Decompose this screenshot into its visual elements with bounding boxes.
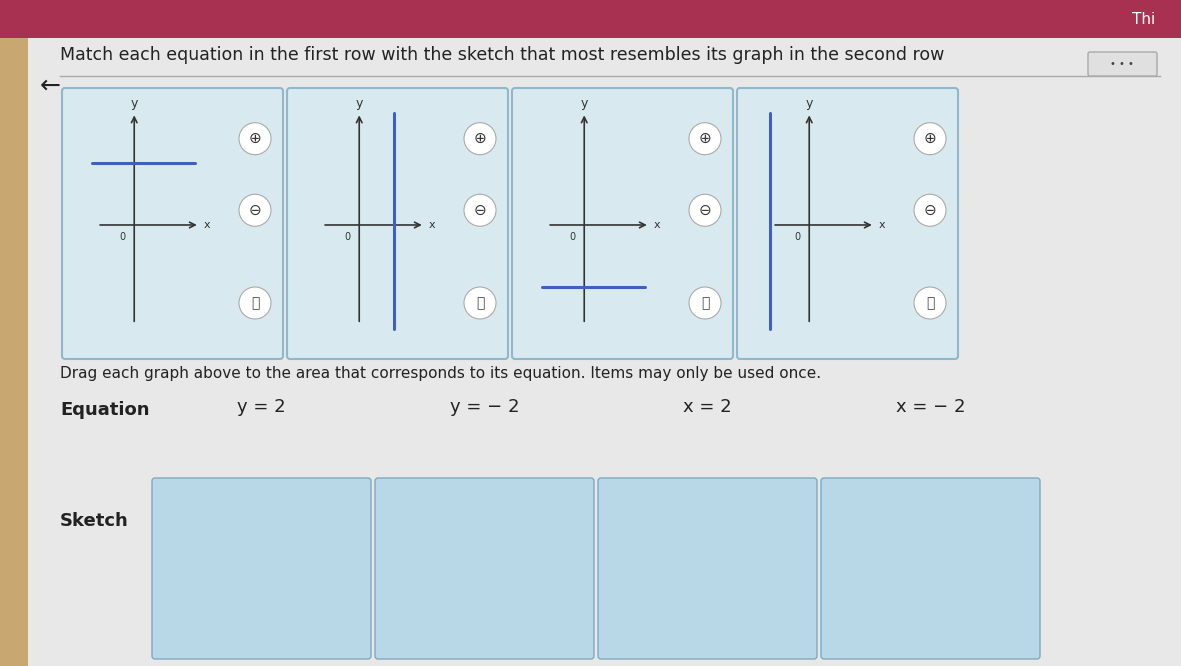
FancyBboxPatch shape [737,88,958,359]
FancyBboxPatch shape [287,88,508,359]
Circle shape [239,194,270,226]
FancyBboxPatch shape [1088,52,1157,76]
Circle shape [689,194,720,226]
Text: Sketch: Sketch [60,512,129,530]
Text: ←: ← [40,74,61,98]
Text: x: x [654,220,660,230]
Text: y = − 2: y = − 2 [450,398,520,416]
Text: ⧉: ⧉ [250,296,259,310]
Text: 0: 0 [344,232,351,242]
Text: x: x [203,220,210,230]
Text: y: y [131,97,138,109]
Circle shape [914,194,946,226]
Text: x = − 2: x = − 2 [895,398,965,416]
Circle shape [689,123,720,155]
FancyBboxPatch shape [376,478,594,659]
Text: ⊕: ⊕ [249,131,261,147]
Text: 0: 0 [119,232,125,242]
Text: ⊕: ⊕ [699,131,711,147]
Text: y: y [805,97,813,109]
Text: ⊖: ⊖ [474,202,487,218]
Text: Drag each graph above to the area that corresponds to its equation. Items may on: Drag each graph above to the area that c… [60,366,821,381]
Text: ⧉: ⧉ [700,296,709,310]
Text: ⊕: ⊕ [924,131,937,147]
Circle shape [239,287,270,319]
Text: y: y [581,97,588,109]
Circle shape [464,123,496,155]
Text: x: x [879,220,886,230]
FancyBboxPatch shape [152,478,371,659]
Text: Thi: Thi [1131,11,1155,27]
Text: y: y [355,97,363,109]
Text: • • •: • • • [1110,59,1134,69]
FancyBboxPatch shape [61,88,283,359]
Circle shape [914,287,946,319]
Text: x = 2: x = 2 [683,398,732,416]
Text: Match each equation in the first row with the sketch that most resembles its gra: Match each equation in the first row wit… [60,46,945,64]
FancyBboxPatch shape [513,88,733,359]
Circle shape [914,123,946,155]
Text: ⊖: ⊖ [924,202,937,218]
Bar [0,0,1181,38]
Circle shape [464,194,496,226]
Text: 0: 0 [794,232,801,242]
Text: x: x [429,220,436,230]
Circle shape [464,287,496,319]
Text: ⊕: ⊕ [474,131,487,147]
Text: ⧉: ⧉ [926,296,934,310]
Text: y = 2: y = 2 [237,398,286,416]
Circle shape [689,287,720,319]
Bar [0,38,28,666]
Circle shape [239,123,270,155]
Text: ⊖: ⊖ [699,202,711,218]
Text: Equation: Equation [60,401,150,419]
FancyBboxPatch shape [598,478,817,659]
Text: ⊖: ⊖ [249,202,261,218]
Text: 0: 0 [569,232,575,242]
FancyBboxPatch shape [821,478,1040,659]
Text: ⧉: ⧉ [476,296,484,310]
